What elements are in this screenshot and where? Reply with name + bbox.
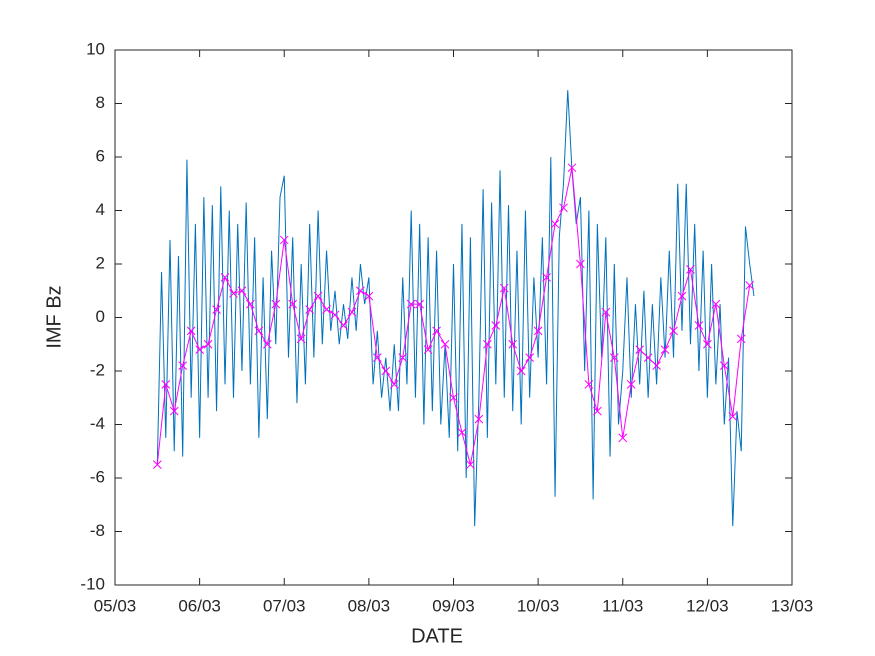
marker (406, 299, 416, 309)
marker (516, 366, 526, 376)
marker (643, 353, 653, 362)
y-tick-label: 2 (96, 253, 105, 272)
marker (237, 286, 247, 296)
marker (364, 291, 374, 301)
marker (305, 305, 314, 314)
marker (212, 305, 221, 314)
marker (186, 326, 196, 336)
marker (271, 299, 281, 309)
marker (736, 334, 746, 344)
x-tick-label: 05/03 (94, 596, 137, 615)
marker (432, 326, 441, 336)
plot-frame (114, 49, 793, 586)
marker (728, 412, 738, 421)
y-tick-label: -2 (90, 360, 105, 379)
marker (626, 380, 636, 389)
marker (533, 326, 543, 336)
marker (372, 353, 382, 362)
marker (229, 289, 238, 298)
x-tick-label: 07/03 (263, 596, 306, 615)
marker (609, 353, 619, 362)
marker (389, 380, 399, 389)
marker (161, 380, 171, 389)
x-tick-label: 13/03 (771, 596, 814, 615)
marker (356, 286, 365, 296)
y-tick-label: -6 (90, 467, 105, 486)
marker (719, 361, 729, 371)
marker (440, 339, 450, 349)
marker (559, 203, 568, 213)
marker (576, 259, 585, 269)
marker (322, 305, 331, 314)
marker (508, 339, 518, 349)
marker (525, 353, 535, 362)
y-tick-label: 6 (96, 146, 105, 165)
x-tick-label: 08/03 (348, 596, 391, 615)
marker (254, 326, 264, 336)
marker (288, 299, 298, 309)
marker (347, 307, 357, 317)
marker (550, 219, 560, 229)
x-tick-label: 10/03 (517, 596, 560, 615)
marker (703, 339, 712, 349)
marker (152, 460, 162, 469)
marker (466, 460, 475, 469)
marker (474, 414, 484, 424)
marker (745, 281, 755, 290)
marker (296, 334, 306, 344)
marker (711, 299, 721, 309)
marker (381, 366, 391, 376)
marker (686, 264, 695, 274)
marker (694, 321, 704, 330)
marker (169, 406, 179, 416)
x-tick-label: 12/03 (686, 596, 729, 615)
marker (618, 433, 628, 443)
marker (567, 163, 577, 173)
marker (652, 361, 661, 371)
marker (339, 321, 348, 330)
marker (262, 339, 272, 349)
marker (423, 345, 433, 354)
marker (415, 299, 425, 309)
y-tick-label: -8 (90, 521, 105, 540)
marker (482, 339, 492, 349)
series-line (156, 90, 755, 527)
marker (542, 273, 551, 282)
y-tick-label: 10 (86, 39, 105, 58)
marker (491, 321, 501, 330)
marker (677, 291, 687, 301)
marker (593, 406, 602, 416)
marker (313, 291, 323, 301)
marker (601, 307, 611, 317)
marker (220, 273, 230, 282)
marker (669, 326, 678, 336)
marker (279, 235, 289, 245)
marker (457, 428, 467, 437)
x-tick-label: 06/03 (178, 596, 221, 615)
y-tick-label: 8 (96, 93, 105, 112)
marker (195, 345, 204, 354)
marker (635, 345, 645, 354)
y-tick-label: 0 (96, 307, 105, 326)
marker (660, 345, 670, 354)
y-tick-label: 4 (96, 200, 105, 219)
y-tick-label: -10 (80, 574, 105, 593)
marker (499, 283, 509, 293)
marker (246, 299, 255, 309)
x-axis-label: DATE (411, 625, 463, 647)
y-axis-label: IMF Bz (43, 285, 65, 348)
marker (449, 393, 458, 403)
y-tick-label: -4 (90, 414, 105, 433)
marker (584, 380, 594, 389)
marker (398, 353, 408, 362)
marker (178, 361, 188, 371)
x-tick-label: 11/03 (602, 596, 643, 615)
marker (203, 339, 213, 349)
x-tick-label: 09/03 (432, 596, 475, 615)
marker (330, 310, 340, 320)
